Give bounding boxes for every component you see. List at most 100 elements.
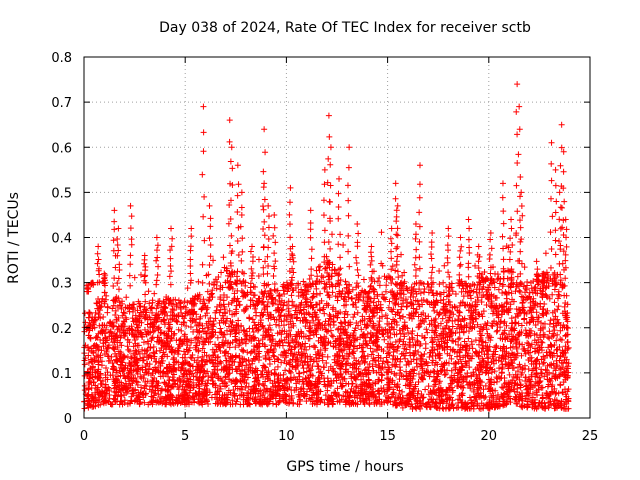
data-point (418, 363, 425, 370)
data-point (206, 353, 213, 360)
data-point (494, 305, 501, 312)
data-point (399, 404, 406, 411)
data-point (222, 373, 229, 380)
data-point (361, 359, 368, 366)
data-point (518, 293, 525, 300)
data-point (265, 349, 272, 356)
data-point (456, 302, 463, 309)
data-point (140, 356, 147, 363)
data-point (300, 369, 307, 376)
data-point (525, 392, 532, 399)
data-point (174, 319, 181, 326)
data-point (317, 290, 324, 297)
data-point (513, 306, 520, 313)
data-point (349, 333, 356, 340)
data-point (420, 394, 427, 401)
data-point (564, 338, 571, 345)
data-point (384, 315, 391, 322)
data-point (350, 314, 357, 321)
data-point (277, 301, 284, 308)
data-point (387, 274, 394, 281)
data-point (376, 376, 383, 383)
data-point (85, 385, 92, 392)
data-point (247, 350, 254, 357)
data-point (250, 328, 257, 335)
data-point (303, 282, 310, 289)
data-point (288, 392, 295, 399)
data-point (518, 371, 525, 378)
data-point (384, 344, 391, 351)
data-point (217, 347, 224, 354)
data-point (269, 295, 276, 302)
data-point (418, 352, 425, 359)
data-point (408, 300, 415, 307)
data-point (288, 386, 295, 393)
data-point (478, 363, 485, 370)
data-point (354, 309, 361, 316)
data-point (289, 337, 296, 344)
data-point (214, 334, 221, 341)
data-point (397, 358, 404, 365)
data-point (94, 388, 101, 395)
data-point (161, 351, 168, 358)
data-point (430, 279, 437, 286)
data-point (142, 291, 149, 298)
data-point (119, 312, 126, 319)
data-point (101, 289, 108, 296)
data-point (298, 310, 305, 317)
data-point (173, 301, 180, 308)
data-point (369, 340, 376, 347)
data-point (314, 380, 321, 387)
data-point (346, 397, 353, 404)
data-point (186, 389, 193, 396)
data-point (137, 313, 144, 320)
data-point (404, 358, 411, 365)
data-point (300, 317, 307, 324)
data-point (101, 398, 108, 405)
data-point (468, 400, 475, 407)
data-point (413, 290, 420, 297)
data-point (129, 387, 136, 394)
data-point (493, 396, 500, 403)
data-point (196, 291, 203, 298)
data-point (421, 334, 428, 341)
data-point (215, 273, 222, 280)
data-point (231, 290, 238, 297)
data-point (198, 363, 205, 370)
data-point (382, 312, 389, 319)
data-point (523, 382, 530, 389)
data-point (440, 300, 447, 307)
data-point (315, 264, 322, 271)
data-point (333, 362, 340, 369)
data-point (385, 349, 392, 356)
data-point (322, 326, 329, 333)
data-point (510, 336, 517, 343)
data-point (131, 274, 138, 281)
data-point (392, 356, 399, 363)
data-point (392, 339, 399, 346)
data-point (511, 388, 518, 395)
data-point (283, 392, 290, 399)
data-point (336, 341, 343, 348)
data-point (265, 368, 272, 375)
data-point (274, 341, 281, 348)
data-point (340, 392, 347, 399)
data-point (538, 319, 545, 326)
data-point (196, 368, 203, 375)
data-point (388, 306, 395, 313)
data-point (518, 352, 525, 359)
data-point (488, 293, 495, 300)
data-point (368, 351, 375, 358)
data-point (92, 382, 99, 389)
chart-title: Day 038 of 2024, Rate Of TEC Index for r… (159, 20, 531, 36)
data-point (175, 326, 182, 333)
data-point (499, 352, 506, 359)
data-point (110, 345, 117, 352)
data-point (312, 327, 319, 334)
data-point (505, 289, 512, 296)
data-point (379, 372, 386, 379)
data-point (528, 354, 535, 361)
data-point (313, 314, 320, 321)
data-point (324, 292, 331, 299)
data-point (504, 334, 511, 341)
